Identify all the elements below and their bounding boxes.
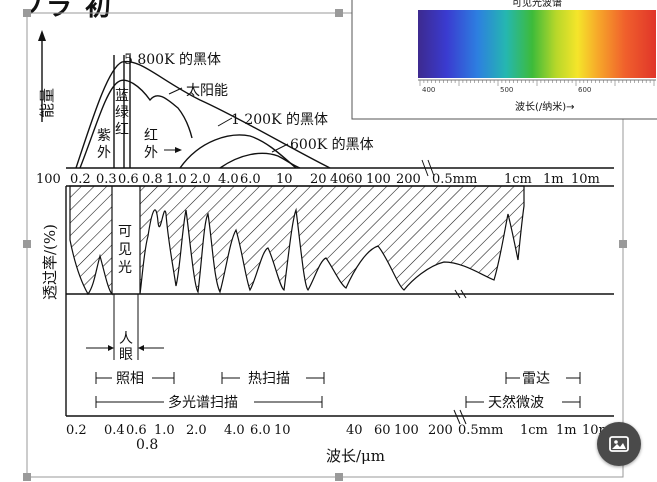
band-ir-2: 外: [144, 145, 158, 161]
band-uv-1: 紫: [97, 128, 111, 144]
bottom-tick-label: 1cm: [520, 423, 548, 438]
visible-label-2: 见: [118, 242, 132, 258]
top-tick-label: 0.5mm: [432, 172, 477, 187]
visible-label-1: 可: [118, 224, 132, 240]
bottom-tick-label: 2.0: [186, 423, 207, 438]
inset-tick-label: 600: [578, 86, 592, 94]
bottom-wavelength-axis: 0.2 0.4 0.6 1.0 2.0 4.0 6.0 10 40 60 100 200 0.5mm 1c…: [66, 409, 614, 465]
band-ir-1: 红: [144, 128, 158, 144]
top-tick-label: 10: [276, 172, 293, 187]
inset-title: 可见光波谱: [512, 0, 562, 9]
transmission-panel: 透过率/(%) 可 见 光: [41, 185, 614, 416]
energy-panel: 能量 5 800K 的黑体 太阳能 1 200K 的黑体 600K 的黑体 蓝 …: [38, 30, 374, 169]
top-tick-label: 6.0: [240, 172, 261, 187]
top-tick-label: 1cm: [504, 172, 532, 187]
top-wavelength-axis: 100 0.2 0.3 0.6 0.8 1.0 2.0 4.0 6.0 10 20 40 60 100 20…: [36, 159, 614, 187]
top-tick-label: 1m: [543, 172, 564, 187]
thermal-scan-label: 热扫描: [248, 371, 290, 387]
eye-label-2: 眼: [119, 347, 133, 363]
band-blue: 蓝: [115, 88, 129, 104]
resize-handle-right[interactable]: [619, 240, 627, 248]
band-red: 红: [115, 122, 129, 138]
sensor-ranges: 人 眼 照相 热扫描 雷达 多光谱扫描 天然微波: [86, 294, 581, 411]
inset-tick-label: 500: [500, 86, 514, 94]
energy-ylabel: 能量: [38, 88, 56, 118]
top-tick-label: 0.8: [142, 172, 163, 187]
label-blackbody-5800k: 5 800K 的黑体: [124, 52, 221, 68]
top-tick-label: 200: [396, 172, 421, 187]
top-tick-label: 1.0: [166, 172, 187, 187]
bottom-tick-label: 0.6: [126, 423, 147, 438]
bottom-tick-label: 4.0: [224, 423, 245, 438]
inset-xlabel: 波长(/纳米)→: [515, 102, 575, 113]
microwave-label: 天然微波: [488, 394, 544, 411]
inset-tick-label: 400: [422, 86, 436, 94]
resize-handle-bottom-left[interactable]: [23, 473, 31, 481]
radar-label: 雷达: [522, 371, 550, 387]
resize-handle-bottom[interactable]: [335, 473, 343, 481]
band-green: 绿: [115, 105, 129, 121]
bottom-tick-label: 10: [274, 423, 291, 438]
atmosphere-absorption-hatch: [69, 185, 525, 296]
visible-spectrum-inset: [351, 0, 657, 120]
transmission-ylabel: 透过率/(%): [41, 224, 59, 300]
top-tick-label: 2.0: [190, 172, 211, 187]
blackbody-5800k-curve: [75, 60, 331, 169]
top-tick-label: 100: [36, 172, 61, 187]
top-tick-label: 0.3: [96, 172, 117, 187]
bottom-tick-label: 200: [428, 423, 453, 438]
bottom-tick-label: 0.2: [66, 423, 87, 438]
bottom-xlabel: 波长/μm: [326, 447, 385, 465]
spectrum-gradient: [418, 10, 656, 78]
image-button[interactable]: [597, 422, 641, 466]
label-solar: 太阳能: [186, 83, 228, 99]
top-tick-label: 4.0: [218, 172, 239, 187]
heading-fragment: ブラ 初: [18, 0, 114, 22]
top-tick-label: 40: [330, 172, 347, 187]
label-blackbody-600k: 600K 的黑体: [290, 137, 374, 153]
bottom-tick-label: 0.4: [104, 423, 125, 438]
bottom-tick-label: 100: [394, 423, 419, 438]
photo-label: 照相: [116, 371, 144, 387]
band-uv-2: 外: [97, 145, 111, 161]
bottom-tick-label: 0.5mm: [458, 423, 503, 438]
bottom-tick-label: 1m: [556, 423, 577, 438]
bottom-tick-label: 6.0: [250, 423, 271, 438]
top-tick-label: 10m: [571, 172, 600, 187]
top-tick-label: 0.2: [70, 172, 91, 187]
top-tick-label: 0.6: [118, 172, 139, 187]
solar-curve: [79, 79, 193, 169]
eye-label-1: 人: [119, 331, 133, 347]
resize-handle-top[interactable]: [335, 9, 343, 17]
top-tick-label: 20: [310, 172, 327, 187]
resize-handle-top-left[interactable]: [23, 9, 31, 17]
bottom-tick-label: 40: [346, 423, 363, 438]
resize-handle-left[interactable]: [23, 240, 31, 248]
bottom-tick-label: 1.0: [154, 423, 175, 438]
top-tick-label: 60: [346, 172, 363, 187]
image-icon: [609, 436, 629, 452]
multispectral-label: 多光谱扫描: [168, 394, 238, 411]
label-blackbody-1200k: 1 200K 的黑体: [231, 112, 328, 128]
top-tick-label: 100: [366, 172, 391, 187]
blackbody-1200k-curve: [179, 134, 297, 169]
bottom-tick-label: 60: [374, 423, 391, 438]
visible-label-3: 光: [118, 260, 132, 276]
bottom-sub-tick: 0.8: [136, 437, 158, 453]
blackbody-600k-curve: [219, 152, 301, 169]
